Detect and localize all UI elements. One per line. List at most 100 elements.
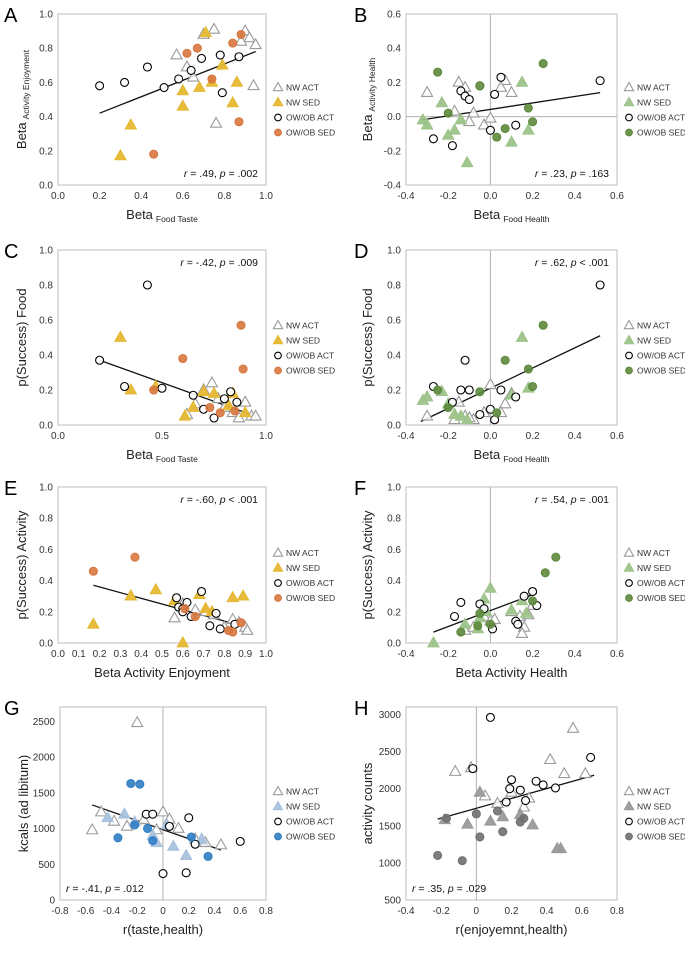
data-point [420, 85, 434, 98]
data-point [505, 85, 518, 98]
legend-label: OW/OB SED [637, 593, 685, 603]
x-tick-label: 0.8 [217, 191, 231, 202]
legend-marker [625, 351, 633, 360]
data-point [149, 385, 159, 395]
y-axis-label: p(Success) Activity [360, 510, 375, 620]
data-point [483, 814, 497, 826]
x-tick-label: -0.4 [397, 191, 415, 202]
series-nw-sed [416, 330, 535, 425]
data-point [249, 37, 263, 50]
series-ow-ob-act [428, 280, 605, 425]
legend-label: NW SED [637, 98, 671, 108]
y-tick-label: 0.4 [39, 351, 53, 362]
data-point [485, 712, 495, 722]
data-point [203, 851, 213, 861]
panel-letter: H [354, 698, 368, 720]
y-tick-label: 2000 [379, 784, 402, 795]
series-ow-ob-sed [149, 320, 248, 418]
data-point [142, 280, 152, 290]
y-tick-label: 0.0 [387, 639, 401, 650]
x-tick-label: -0.2 [433, 906, 451, 917]
data-point [215, 408, 225, 418]
x-axis-label-main: Beta [473, 447, 501, 462]
regression-line [93, 584, 248, 629]
data-point [595, 280, 605, 290]
x-tick-label: 0.2 [182, 906, 196, 917]
legend: NW ACT NW SED OW/OB ACT OW/OB SED [623, 319, 685, 376]
legend-marker [274, 351, 282, 360]
y-tick-label: 0.8 [39, 281, 53, 292]
data-point [247, 78, 260, 91]
data-point [595, 76, 605, 86]
data-point [190, 611, 200, 622]
x-axis-label-main: Beta Activity Health [456, 665, 568, 680]
data-point [113, 330, 127, 342]
data-point [168, 610, 181, 623]
data-point [468, 764, 478, 774]
legend-marker [625, 594, 633, 602]
y-tick-label: 0.2 [39, 146, 53, 157]
x-tick-label: 0 [474, 906, 480, 917]
correlation-annotation-part: p [570, 494, 577, 506]
data-point [207, 22, 221, 34]
data-point [538, 59, 548, 69]
data-point [214, 837, 228, 850]
series-ow-ob-sed [456, 552, 561, 637]
y-tick-label: 1.0 [387, 246, 401, 257]
y-tick-label: 0.0 [39, 181, 53, 192]
y-tick-label: 0.2 [387, 78, 401, 89]
data-point [179, 848, 193, 861]
data-point [130, 715, 144, 728]
series-nw-sed [416, 75, 535, 168]
data-point [232, 397, 242, 407]
data-point [566, 721, 580, 733]
data-point [457, 856, 467, 866]
data-point [554, 841, 568, 854]
data-point [95, 81, 105, 91]
x-tick-label: 0.6 [176, 191, 190, 202]
data-point [523, 103, 533, 113]
data-point [521, 123, 535, 135]
y-axis-label-main: p(Success) Food [14, 288, 29, 386]
x-axis-label-main: r(enjoyemnt,health) [456, 922, 568, 937]
correlation-annotation-part: < .001 [577, 257, 610, 269]
data-point [501, 797, 511, 807]
x-axis-label-sub: Food Health [503, 214, 550, 224]
data-point [515, 626, 529, 638]
data-point [483, 377, 497, 390]
legend-marker [272, 785, 284, 796]
x-axis-label-main: Beta [126, 447, 154, 462]
legend-marker [623, 800, 635, 811]
legend-label: NW SED [286, 802, 320, 812]
legend-label: NW SED [286, 98, 320, 108]
data-point [219, 394, 229, 404]
legend-marker [272, 81, 284, 92]
legend-marker [274, 366, 282, 375]
x-tick-label: 0.1 [72, 649, 86, 660]
data-point [543, 752, 557, 765]
x-tick-label: 0.0 [483, 191, 497, 202]
y-tick-label: 0.8 [39, 44, 53, 55]
correlation-annotation: r = -.41, p = .012 [66, 883, 144, 895]
data-point [171, 821, 185, 833]
x-tick-label: 0.4 [208, 906, 222, 917]
data-point [205, 402, 215, 413]
x-tick-label: -0.8 [51, 906, 69, 917]
data-point [236, 320, 246, 330]
legend-marker [625, 366, 633, 375]
data-point [511, 120, 521, 130]
correlation-annotation-part: p [570, 168, 577, 180]
correlation-annotation: r = -.60, p < .001 [180, 494, 258, 506]
correlation-annotation: r = .62, p < .001 [535, 257, 609, 269]
legend: NW ACT NW SED OW/OB ACT OW/OB SED [623, 546, 685, 603]
panel-g: G -0.8 -0.6 -0.4 -0.2 0 0.2 0.4 0.6 0.8 0 500 1000 15… [4, 698, 335, 937]
correlation-annotation-part: r [412, 883, 416, 895]
panel-letter: D [354, 241, 368, 263]
y-tick-label: 0 [49, 896, 55, 907]
data-point [551, 552, 561, 562]
x-tick-label: 0.2 [93, 191, 107, 202]
legend-label: OW/OB ACT [286, 578, 334, 588]
data-point [184, 813, 194, 823]
x-axis-label: r(enjoyemnt,health) [456, 922, 568, 937]
data-point [496, 72, 506, 82]
